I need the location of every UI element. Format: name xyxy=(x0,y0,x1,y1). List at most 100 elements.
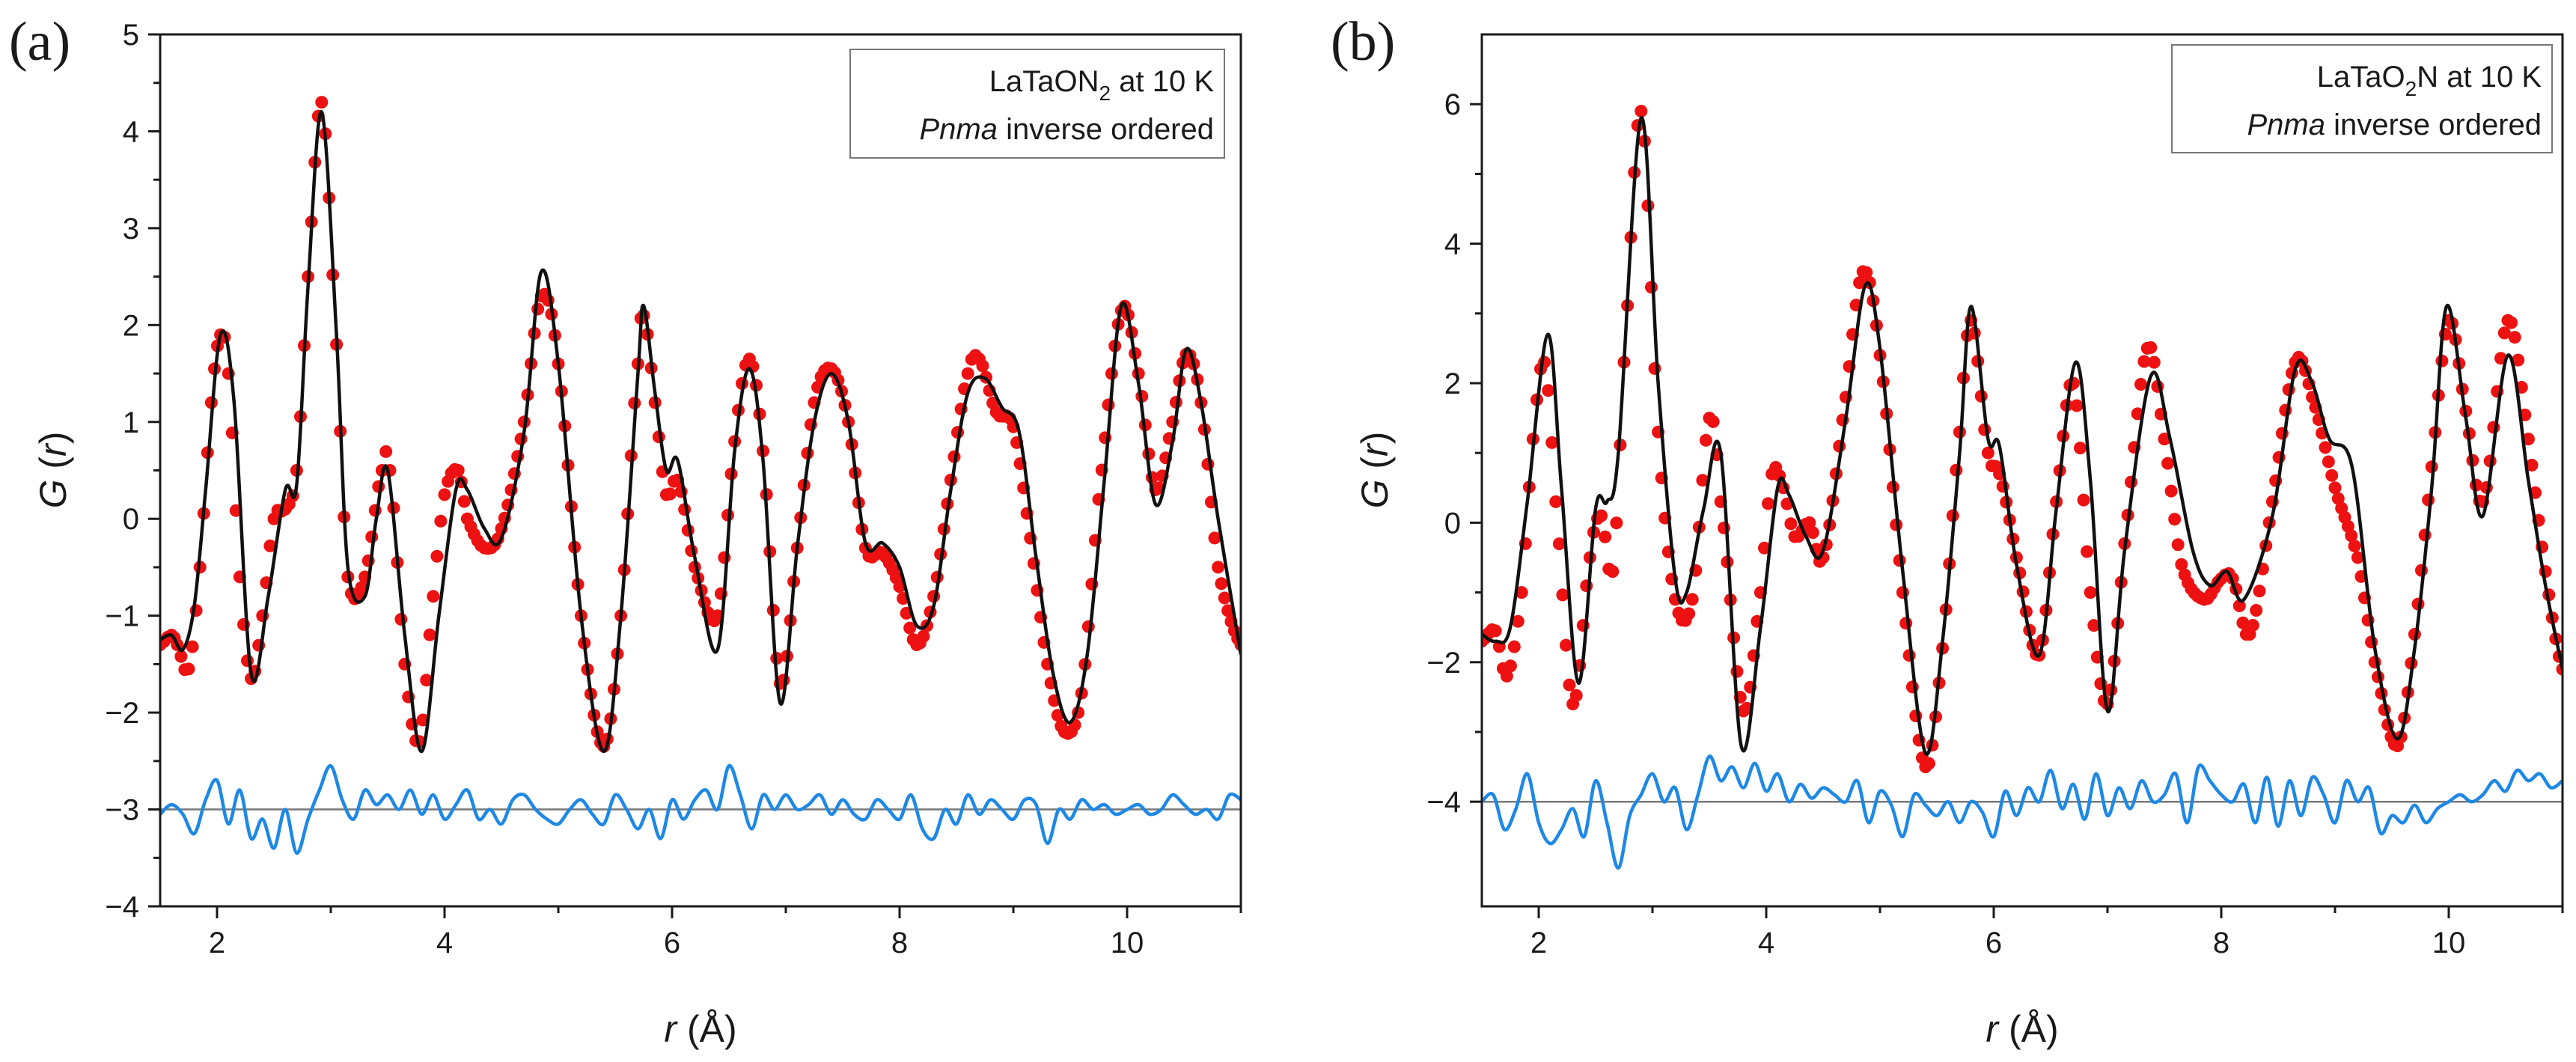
panel-a-observed-point xyxy=(917,629,930,643)
panel-b-xlabel-unit: (Å) xyxy=(1998,1008,2059,1050)
panel-a-xtick-labels: 2 4 6 8 10 xyxy=(209,927,1144,959)
panel-b-ylabel-var: G xyxy=(1354,479,1396,508)
panel-b-observed-point xyxy=(1552,537,1566,551)
panel-a-ytick-label: 1 xyxy=(123,406,139,439)
panel-b-xtick-label: 8 xyxy=(2213,927,2229,959)
panel-a-xtick-label: 4 xyxy=(436,927,453,959)
panel-b-ylabel-open: ( xyxy=(1354,457,1396,480)
panel-b-observed-point xyxy=(1549,495,1563,508)
panel-b-observed-point xyxy=(1569,689,1583,702)
panel-b-ylabel-close: ) xyxy=(1354,432,1396,445)
panel-b-observed-point xyxy=(2137,355,2151,368)
panel-a-observed-point xyxy=(457,495,471,508)
panel-a-legend-line2: Pnma inverse ordered xyxy=(919,113,1214,146)
panel-b-observed-point xyxy=(2319,441,2332,454)
panel-b-legend-temperature: N at 10 K xyxy=(2417,61,2542,94)
panel-a-y-axis-title: G (r) xyxy=(32,432,74,509)
panel-b-observed-point xyxy=(2084,586,2097,599)
panel-b-observed-point xyxy=(1500,669,1513,683)
panel-a-observed-point xyxy=(1212,561,1225,574)
panel-b-legend-line2: Pnma inverse ordered xyxy=(2247,109,2542,141)
panel-b-observed-point xyxy=(2351,551,2364,564)
panel-b-observed-point xyxy=(1685,593,1699,606)
panel-a-legend-temperature: at 10 K xyxy=(1111,65,1214,98)
panel-b-observed-point xyxy=(1706,415,1720,428)
panel-b-observed-point xyxy=(2415,564,2428,577)
panel-b-legend-line1: LaTaO2N at 10 K xyxy=(2317,61,2542,100)
panel-a-xlabel-unit: (Å) xyxy=(677,1008,737,1050)
panel-b-observed-point xyxy=(1784,517,1798,531)
panel-b-observed-point xyxy=(2147,355,2161,369)
panel-b-observed-point xyxy=(1504,659,1517,673)
panel-a-xtick-label: 6 xyxy=(664,927,680,959)
panel-b-observed-point xyxy=(1860,266,1873,279)
panel-a-observed-series xyxy=(160,96,1241,753)
panel-b-observed-point xyxy=(1542,384,1555,397)
panel-b-legend-model: inverse ordered xyxy=(2325,109,2542,141)
panel-b-observed-point xyxy=(1648,361,1661,375)
panel-b-observed-point xyxy=(2070,399,2084,412)
panel-b-xtick-label: 4 xyxy=(1758,927,1774,959)
panel-a-legend-formula: LaTaON xyxy=(989,65,1099,98)
panel-a-xtick-label: 10 xyxy=(1111,927,1144,959)
panel-b-legend: LaTaO2N at 10 K Pnma inverse ordered xyxy=(2171,44,2553,153)
panel-b-observed-point xyxy=(2168,513,2182,526)
panel-b-observed-point xyxy=(1899,617,1913,630)
panel-b-observed-point xyxy=(1896,586,1909,599)
panel-b-observed-point xyxy=(2348,540,2361,552)
panel-b-observed-point xyxy=(1635,105,1648,118)
panel-a-xlabel-var: r xyxy=(664,1008,678,1050)
panel-b-observed-point xyxy=(2497,326,2511,340)
panel-b-ytick-labels: −4 −2 0 2 4 6 xyxy=(1426,88,1461,819)
panel-b-ytick-label: −4 xyxy=(1426,786,1461,819)
panel-b-xtick-label: 6 xyxy=(1986,927,2002,959)
panel-b-xtick-label: 2 xyxy=(1530,927,1547,959)
panel-a-x-axis-title: r (Å) xyxy=(664,1008,736,1050)
panel-b-observed-point xyxy=(2232,599,2246,612)
panel-b-observed-point xyxy=(2418,528,2432,542)
panel-b-observed-point xyxy=(1682,607,1696,620)
panel-b-legend-space-group: Pnma xyxy=(2247,109,2325,141)
panel-b-frame xyxy=(1480,33,2564,908)
panel-a-legend: LaTaON2 at 10 K Pnma inverse ordered xyxy=(849,49,1225,159)
panel-b-calculated-line xyxy=(1482,116,2563,756)
panel-b-observed-point xyxy=(1595,509,1608,522)
panel-b-difference-line xyxy=(1482,754,2563,870)
panel-a-observed-point xyxy=(664,487,677,501)
panel-b-xlabel-var: r xyxy=(1986,1008,2000,1050)
panel-a-observed-point xyxy=(186,640,199,653)
panel-b-plot-area xyxy=(1482,105,2563,870)
panel-b-observed-point xyxy=(2087,619,2101,632)
panel-b-observed-point xyxy=(2161,457,2175,470)
panel-a-ytick-label: −1 xyxy=(105,600,139,633)
panel-a-difference-line xyxy=(160,764,1241,855)
panel-b-observed-point xyxy=(2345,529,2358,543)
panel-b-observed-point xyxy=(2512,353,2525,367)
panel-a-observed-point xyxy=(903,621,917,635)
panel-a-observed-point xyxy=(263,539,277,552)
panel-b-observed-point xyxy=(1699,433,1712,447)
panel-a-ytick-label: 3 xyxy=(123,213,139,245)
panel-b-observed-point xyxy=(1981,446,1994,460)
panel-b-xtick-label: 10 xyxy=(2432,927,2466,959)
panel-b-observed-point xyxy=(1545,436,1559,449)
panel-a-observed-point xyxy=(1102,398,1115,412)
panel-a-ylabel-arg: r xyxy=(32,442,74,457)
panel-b-ytick-label: 6 xyxy=(1444,88,1461,121)
panel-b-ytick-label: 4 xyxy=(1444,228,1461,261)
panel-b-observed-point xyxy=(1560,638,1572,652)
panel-b-observed-point xyxy=(2250,604,2263,617)
panel-b-observed-point xyxy=(2171,538,2185,552)
panel-a-observed-point xyxy=(174,650,188,663)
panel-a-observed-point xyxy=(434,514,448,528)
panel-b-observed-point xyxy=(1606,565,1620,579)
panel-a-ytick-label: 2 xyxy=(123,309,139,342)
panel-b-observed-point xyxy=(2144,341,2158,354)
panel-b-observed-point xyxy=(1599,530,1612,543)
panel-b-observed-point xyxy=(2331,492,2345,505)
panel-b-label: (b) xyxy=(1331,11,1395,73)
panel-b-observed-point xyxy=(1696,474,1709,487)
panel-a-ytick-label: −3 xyxy=(105,794,139,827)
panel-b-observed-point xyxy=(2081,545,2094,558)
